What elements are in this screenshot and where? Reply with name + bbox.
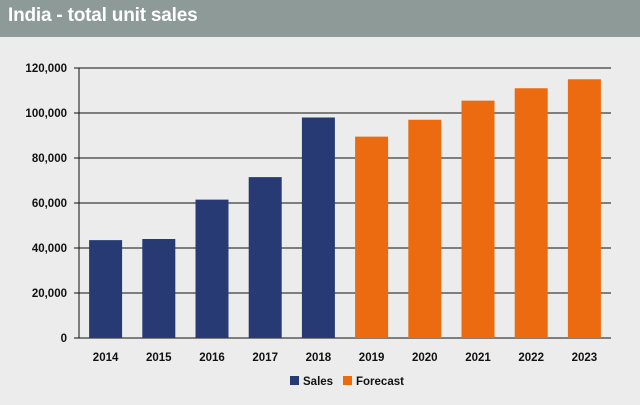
y-tick-label: 80,000 (32, 153, 67, 165)
legend-label-forecast: Forecast (356, 376, 404, 388)
bar-sales-2016 (195, 199, 229, 338)
x-tick-label: 2015 (146, 352, 172, 364)
bar-sales-2018 (301, 117, 335, 338)
bar-forecast-2020 (408, 119, 442, 338)
y-tick-label: 40,000 (32, 243, 67, 255)
y-tick-label: 20,000 (32, 288, 67, 300)
bar-forecast-2021 (461, 100, 495, 338)
x-tick-label: 2014 (93, 352, 119, 364)
legend-label-sales: Sales (303, 376, 333, 388)
y-tick-label: 120,000 (25, 63, 67, 75)
bar-forecast-2023 (567, 79, 601, 338)
bar-sales-2015 (142, 239, 176, 338)
y-tick-label: 100,000 (25, 108, 67, 120)
bar-sales-2017 (248, 177, 282, 338)
x-tick-label: 2016 (199, 352, 225, 364)
x-tick-label: 2022 (518, 352, 544, 364)
title-bar: India - total unit sales (0, 0, 640, 37)
y-tick-label: 0 (61, 333, 67, 345)
x-tick-label: 2017 (252, 352, 278, 364)
bar-forecast-2022 (514, 88, 548, 338)
bar-forecast-2019 (355, 136, 389, 338)
x-tick-label: 2019 (359, 352, 385, 364)
x-tick-label: 2021 (465, 352, 491, 364)
x-tick-label: 2020 (412, 352, 438, 364)
legend-swatch-sales (290, 376, 299, 385)
legend-swatch-forecast (343, 376, 352, 385)
y-tick-label: 60,000 (32, 198, 67, 210)
bar-sales-2014 (89, 240, 123, 338)
x-tick-label: 2018 (306, 352, 332, 364)
x-tick-label: 2023 (572, 352, 598, 364)
chart-title: India - total unit sales (8, 5, 198, 26)
